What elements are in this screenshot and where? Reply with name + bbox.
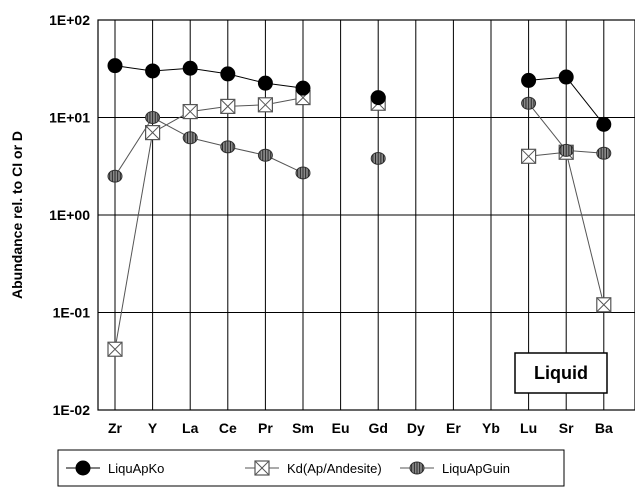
x-tick-label: Sm bbox=[292, 420, 314, 436]
data-point bbox=[257, 97, 273, 113]
series-line-segment bbox=[528, 102, 567, 151]
data-point bbox=[182, 131, 198, 145]
data-point bbox=[558, 69, 574, 85]
data-point bbox=[107, 341, 123, 357]
y-tick-labels: 1E-02 1E-01 1E+00 1E+01 1E+02 bbox=[49, 12, 90, 418]
x-tick-label: Sr bbox=[559, 420, 574, 436]
plot-area bbox=[97, 19, 635, 411]
x-tick-label: Zr bbox=[108, 420, 123, 436]
y-tick-label: 1E+00 bbox=[49, 207, 90, 223]
data-point bbox=[370, 152, 386, 165]
data-point bbox=[107, 58, 123, 74]
legend-marker bbox=[75, 460, 91, 476]
x-tick-label: Ba bbox=[595, 420, 613, 436]
legend-marker bbox=[254, 460, 270, 476]
legend: LiquApKo Kd(Ap/Andesite) LiquApGuin bbox=[66, 460, 510, 476]
y-tick-label: 1E+02 bbox=[49, 12, 90, 28]
legend-label: LiquApKo bbox=[108, 461, 164, 476]
data-point bbox=[220, 66, 236, 82]
x-tick-label: Lu bbox=[520, 420, 537, 436]
data-point bbox=[295, 166, 311, 180]
y-tick-label: 1E+01 bbox=[49, 110, 90, 126]
legend-box bbox=[57, 449, 565, 487]
x-tick-label: Er bbox=[446, 420, 461, 436]
data-point bbox=[596, 297, 612, 313]
data-point bbox=[145, 63, 161, 79]
series-line-segment bbox=[565, 152, 605, 305]
data-point bbox=[257, 148, 273, 162]
data-point bbox=[370, 90, 386, 106]
x-tick-label: Dy bbox=[407, 420, 425, 436]
series-liquapko bbox=[107, 58, 612, 132]
series-kd-ap-andesite- bbox=[107, 89, 612, 357]
y-tick-label: 1E-01 bbox=[53, 305, 91, 321]
x-tick-label: Ce bbox=[219, 420, 237, 436]
data-point bbox=[521, 96, 537, 110]
x-tick-labels: Zr Y La Ce Pr Sm Eu Gd Dy Er Yb Lu Sr Ba bbox=[108, 420, 613, 436]
y-tick-label: 1E-02 bbox=[53, 402, 91, 418]
data-point bbox=[220, 140, 236, 154]
data-point bbox=[295, 80, 311, 96]
data-point bbox=[257, 75, 273, 91]
data-point bbox=[220, 98, 236, 114]
series-line-segment bbox=[114, 117, 154, 177]
data-point bbox=[558, 143, 574, 157]
data-point bbox=[182, 60, 198, 76]
annotation-label: Liquid bbox=[534, 363, 588, 383]
data-point bbox=[596, 116, 612, 132]
x-tick-label: La bbox=[182, 420, 199, 436]
x-tick-label: Y bbox=[148, 420, 158, 436]
data-point bbox=[596, 146, 612, 160]
data-point bbox=[520, 148, 537, 164]
x-tick-label: Gd bbox=[368, 420, 387, 436]
series-line-segment bbox=[114, 132, 154, 350]
x-tick-label: Yb bbox=[482, 420, 500, 436]
y-axis-title: Abundance rel. to CI or D bbox=[9, 131, 25, 299]
data-point bbox=[145, 111, 161, 124]
x-tick-label: Pr bbox=[258, 420, 273, 436]
data-point bbox=[182, 103, 198, 120]
legend-label: LiquApGuin bbox=[442, 461, 510, 476]
legend-marker bbox=[409, 461, 425, 475]
series-layer bbox=[107, 58, 612, 357]
legend-label: Kd(Ap/Andesite) bbox=[287, 461, 382, 476]
data-point bbox=[107, 169, 123, 183]
annotation-box bbox=[514, 352, 608, 394]
data-point bbox=[145, 125, 161, 141]
x-tick-label: Eu bbox=[332, 420, 350, 436]
series-line-segment bbox=[565, 76, 605, 125]
data-point bbox=[521, 72, 537, 88]
series-liquapguin bbox=[107, 96, 612, 183]
